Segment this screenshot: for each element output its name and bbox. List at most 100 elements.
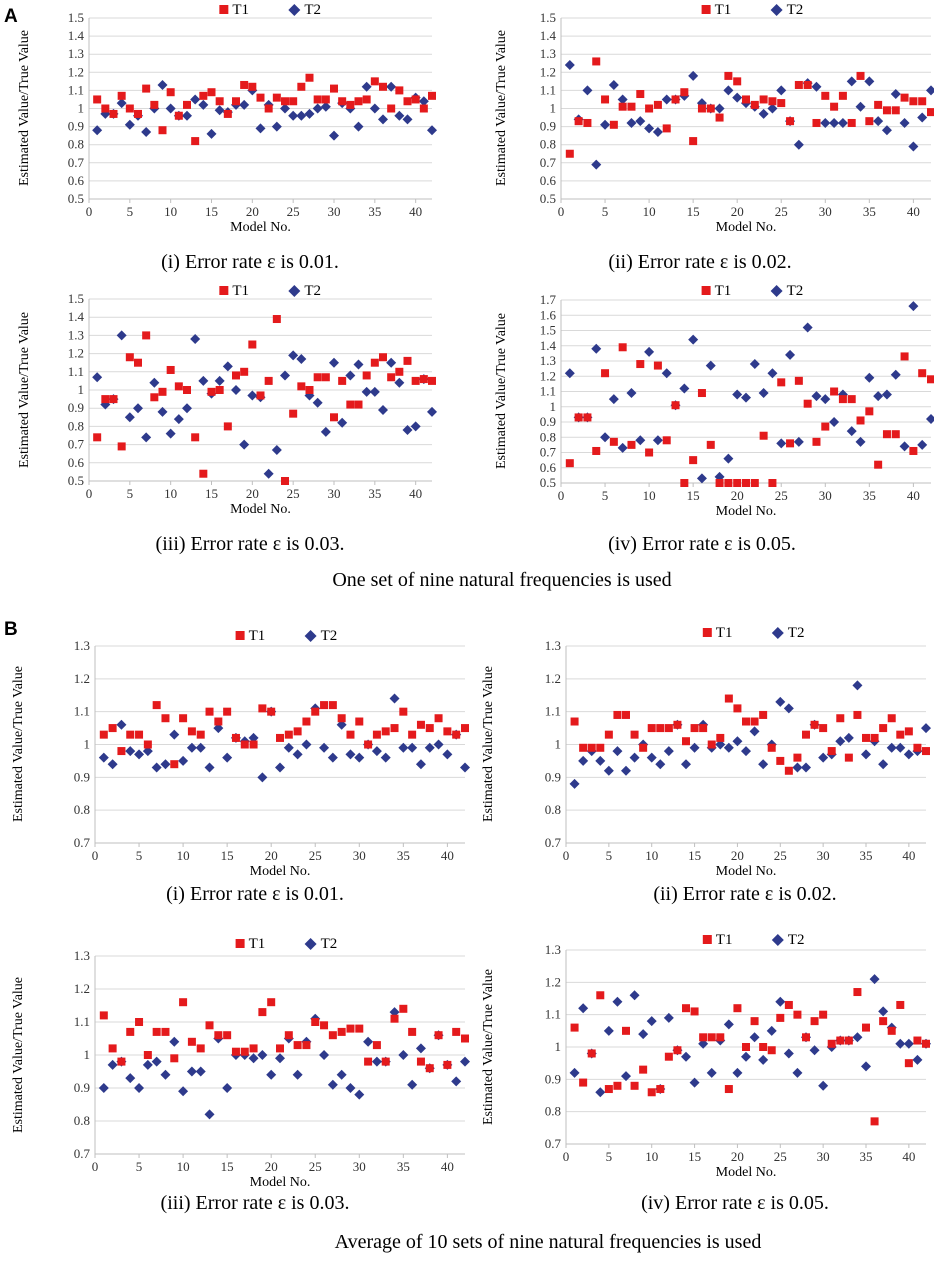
x-tick-label: 30: [817, 1149, 830, 1164]
legend-t2-marker: [770, 285, 783, 297]
legend-t1-label: T1: [232, 283, 249, 299]
y-axis-label: Estimated Value/True Value: [17, 312, 32, 468]
legend-t2-marker: [304, 630, 317, 642]
t1-point: [240, 80, 249, 89]
x-tick-label: 5: [136, 1159, 143, 1174]
t1-point: [887, 714, 896, 723]
t1-point: [724, 1085, 733, 1094]
t2-point: [741, 1051, 751, 1062]
t1-point: [443, 1060, 452, 1069]
t2-point: [214, 375, 225, 386]
t2-point: [696, 473, 707, 484]
t1-point: [205, 707, 214, 716]
t2-point: [407, 742, 418, 753]
t2-point: [706, 1067, 717, 1078]
t1-point: [759, 431, 768, 440]
t1-point: [673, 1046, 682, 1055]
t2-point: [271, 121, 282, 132]
t2-point: [681, 759, 691, 770]
x-tick-label: 40: [441, 1159, 454, 1174]
y-tick-label: 0.7: [545, 1136, 562, 1151]
t1-point: [452, 730, 461, 739]
t2-point: [239, 439, 250, 450]
t1-point: [289, 409, 298, 418]
t1-point: [927, 108, 934, 117]
t1-point: [913, 743, 922, 752]
t1-point: [810, 1017, 819, 1026]
t2-point: [173, 414, 184, 425]
legend-t1-label: T1: [232, 2, 249, 18]
t2-point: [881, 389, 892, 400]
t1-point: [166, 88, 175, 97]
t2-point: [661, 368, 672, 379]
t1-point: [272, 93, 281, 102]
t2-point: [732, 1067, 743, 1078]
legend-t1-label: T1: [715, 283, 732, 299]
t1-point: [622, 710, 630, 719]
legend-t2-label: T2: [321, 628, 338, 644]
t2-point: [652, 127, 663, 138]
t2-point: [626, 388, 637, 399]
t2-point: [398, 742, 409, 753]
t2-point: [402, 114, 413, 125]
t1-point: [882, 430, 891, 439]
t1-point: [904, 1059, 913, 1068]
t1-point: [697, 104, 706, 113]
t1-point: [803, 80, 812, 89]
y-tick-label: 1.2: [68, 64, 84, 79]
y-tick-label: 0.7: [545, 835, 562, 850]
y-axis-label: Estimated Value/True Value: [17, 30, 32, 186]
t2-point: [749, 726, 760, 737]
t1-point: [706, 440, 715, 449]
x-tick-label: 25: [774, 848, 787, 863]
x-tick-label: 40: [441, 848, 454, 863]
t2-point: [198, 375, 209, 386]
t2-point: [195, 1066, 206, 1077]
t2-point: [600, 432, 611, 443]
t2-point: [873, 116, 884, 127]
x-tick-label: 25: [775, 488, 788, 503]
t1-point: [656, 724, 665, 733]
t1-point: [109, 395, 118, 404]
t1-point: [786, 439, 795, 448]
t1-point: [461, 724, 469, 733]
t1-point: [152, 1027, 161, 1036]
t2-point: [195, 742, 206, 753]
t2-point: [811, 81, 822, 92]
t2-point: [125, 1073, 136, 1084]
x-tick-label: 20: [731, 1149, 744, 1164]
y-tick-label: 1.3: [545, 942, 561, 957]
t1-point: [870, 733, 879, 742]
t1-point: [302, 717, 311, 726]
chart-caption: (i) Error rate ε is 0.01.: [166, 883, 344, 905]
t1-point: [264, 104, 273, 113]
t2-point: [783, 1048, 794, 1059]
t1-point: [673, 720, 682, 729]
t1-point: [328, 1031, 337, 1040]
x-tick-label: 20: [265, 1159, 278, 1174]
t1-point: [636, 90, 645, 99]
t2-point: [801, 762, 811, 773]
x-tick-label: 5: [602, 204, 609, 219]
legend-t1-label: T1: [716, 932, 733, 948]
set-caption-a: One set of nine natural frequencies is u…: [332, 569, 671, 591]
t2-point: [912, 1054, 923, 1065]
t2-point: [280, 103, 290, 114]
t1-point: [819, 724, 828, 733]
t2-point: [869, 974, 880, 985]
t2-point: [415, 759, 426, 770]
t1-point: [354, 97, 363, 106]
t1-point: [887, 1026, 896, 1035]
chart-b-4: 0.7 0.8 0.9 1 1.1 1.2 1.3 0 5 10 15 20 25 30 35 40 Model…: [481, 932, 931, 1214]
t2-point: [861, 749, 871, 760]
t1-point: [207, 387, 216, 396]
t1-point: [223, 707, 232, 716]
t2-point: [288, 110, 299, 121]
t2-point: [775, 996, 786, 1007]
legend-t2-marker: [288, 4, 301, 16]
t1-point: [240, 367, 249, 376]
t1-point: [838, 395, 847, 404]
y-tick-label: 0.8: [540, 137, 556, 152]
y-tick-label: 0.8: [68, 137, 84, 152]
